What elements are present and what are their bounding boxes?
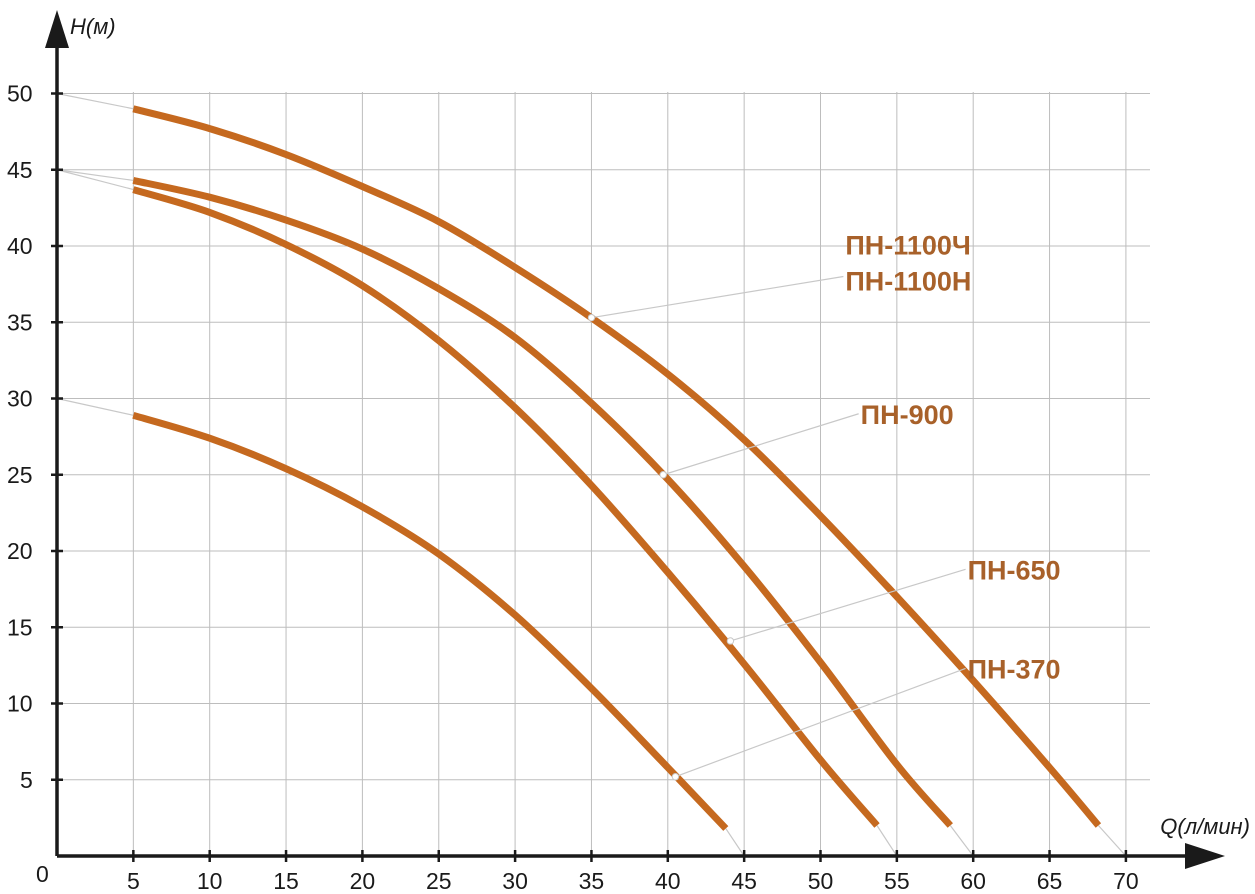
series-0-shutoff-line — [56, 92, 134, 110]
series-1-marker — [659, 471, 667, 479]
extension-lines — [56, 92, 1127, 857]
y-tick-label-50: 50 — [7, 81, 33, 107]
y-tick-label-5: 5 — [20, 767, 33, 793]
y-tick-label-40: 40 — [7, 233, 33, 259]
x-tick-label-55: 55 — [884, 868, 910, 894]
leader-lines — [587, 275, 966, 781]
y-tick-label-45: 45 — [7, 157, 33, 183]
ticks: 5 10 15 20 25 30 35 40 45 50 55 60 65 70 5 10 15 20 25 30 35… — [7, 81, 1139, 894]
x-tick-label-70: 70 — [1113, 868, 1139, 894]
series-0-marker — [587, 313, 596, 322]
series-2-shutoff-line — [56, 169, 134, 191]
x-tick-label-15: 15 — [273, 868, 299, 894]
grid — [57, 92, 1150, 856]
x-axis-title: Q(л/мин) — [1160, 814, 1250, 839]
series-2-end-line — [876, 825, 898, 857]
series-3-marker — [671, 773, 680, 781]
series-0-leader — [591, 275, 844, 319]
series-1-curve — [132, 176, 953, 828]
x-tick-label-60: 60 — [960, 868, 986, 894]
x-tick-label-30: 30 — [502, 868, 528, 894]
x-tick-label-35: 35 — [579, 868, 605, 894]
x-axis-arrow — [1185, 843, 1225, 869]
curves — [132, 105, 1102, 831]
series-0-label-0: ПН-1100Ч — [845, 231, 970, 261]
x-tick-label-25: 25 — [426, 868, 452, 894]
y-tick-label-20: 20 — [7, 538, 33, 564]
series-2-curve — [132, 186, 880, 828]
x-tick-label-20: 20 — [350, 868, 376, 894]
series-2-label-0: ПН-650 — [968, 555, 1061, 585]
series-1-leader — [663, 413, 859, 476]
series-2-marker — [726, 637, 735, 645]
y-tick-label-10: 10 — [7, 691, 33, 717]
y-axis-arrow — [45, 10, 69, 48]
origin-label: 0 — [36, 861, 49, 887]
x-tick-label-40: 40 — [655, 868, 681, 894]
series-0-end-line — [1097, 825, 1127, 857]
x-tick-label-10: 10 — [197, 868, 223, 894]
series-1-end-line — [949, 825, 974, 857]
y-tick-label-15: 15 — [7, 614, 33, 640]
series-1-shutoff-line — [56, 169, 134, 182]
x-tick-label-45: 45 — [731, 868, 757, 894]
series-3-label-0: ПН-370 — [968, 654, 1061, 684]
series-3-end-line — [725, 828, 745, 857]
y-tick-label-25: 25 — [7, 462, 33, 488]
series-3-curve — [132, 411, 729, 831]
y-tick-label-30: 30 — [7, 386, 33, 412]
y-axis-title: H(м) — [70, 14, 116, 39]
axes: Q(л/мин) H(м) 0 — [36, 10, 1250, 887]
series-1-label-0: ПН-900 — [861, 400, 954, 430]
x-tick-label-50: 50 — [808, 868, 834, 894]
series-0-label-1: ПН-1100Н — [845, 267, 971, 297]
x-tick-label-65: 65 — [1037, 868, 1063, 894]
curve-labels: ПН-1100Ч ПН-1100Н ПН-900 ПН-650 ПН-370 — [845, 231, 1060, 685]
series-0-curve — [132, 105, 1102, 828]
series-2-leader — [730, 568, 966, 642]
y-tick-label-35: 35 — [7, 309, 33, 335]
x-tick-label-5: 5 — [127, 868, 140, 894]
series-3-leader — [675, 667, 966, 778]
series-3-shutoff-line — [56, 397, 134, 416]
